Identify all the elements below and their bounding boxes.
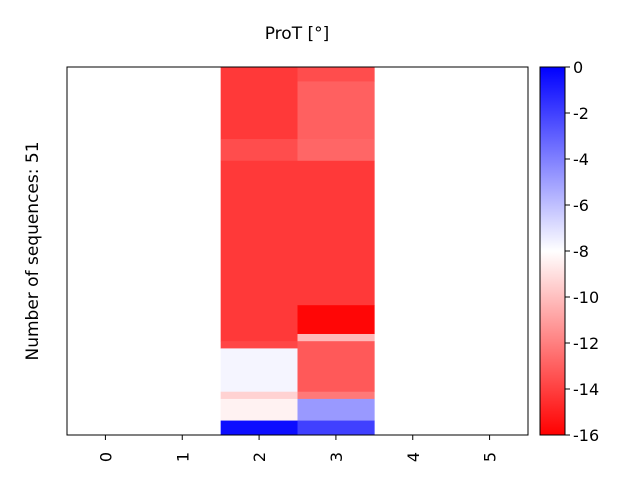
x-tick-label-1: 1 [173,452,192,462]
colorbar-tick-label: -12 [573,334,599,353]
heatmap-cell-col3-seg5 [297,333,375,342]
x-tick-label-2: 2 [250,452,269,462]
colorbar-tick-label: -10 [573,288,599,307]
colorbar-tick-label: -16 [573,426,599,445]
colorbar-ticks: 0 -2 -4 -6 -8 -10 -12 -14 -16 [565,58,599,445]
colorbar-tick-label: -6 [573,196,589,215]
heatmap-cell-col2-seg0 [220,67,298,140]
heatmap-cells [220,67,375,436]
colorbar-tick-label: 0 [573,58,583,77]
heatmap-cell-col3-seg8 [297,398,375,421]
y-axis-label: Number of sequences: 51 [23,141,43,360]
heatmap-cell-col2-seg2 [220,160,298,342]
colorbar-tick-label: -2 [573,104,589,123]
plot-area-frame [66,66,529,436]
heatmap-cell-col3-seg4 [297,305,375,335]
heatmap-cell-col2-seg4 [220,348,298,392]
colorbar [539,66,566,436]
heatmap-cell-col3-seg1 [297,81,375,140]
x-axis-ticks: 0 1 2 3 4 5 [96,435,500,462]
x-tick-label-3: 3 [327,452,346,462]
x-tick-label-4: 4 [404,452,423,462]
x-tick-label-5: 5 [481,452,500,462]
heatmap-cell-col3-seg0 [297,67,375,82]
heatmap-cell-col3-seg7 [297,391,375,400]
heatmap-cell-col2-seg7 [220,420,298,436]
heatmap-cell-col3-seg9 [297,420,375,436]
colorbar-tick-label: -4 [573,150,589,169]
heatmap-cell-col2-seg5 [220,391,298,400]
chart-title: ProT [°] [265,24,330,44]
colorbar-tick-label: -14 [573,380,599,399]
heatmap-cell-col2-seg3 [220,341,298,349]
colorbar-tick-label: -8 [573,242,589,261]
heatmap-cell-col3-seg6 [297,341,375,393]
heatmap-cell-col2-seg6 [220,398,298,421]
heatmap-cell-col2-seg1 [220,139,298,162]
x-tick-label-0: 0 [96,452,115,462]
heatmap-cell-col3-seg3 [297,160,375,306]
heatmap-cell-col3-seg2 [297,139,375,162]
